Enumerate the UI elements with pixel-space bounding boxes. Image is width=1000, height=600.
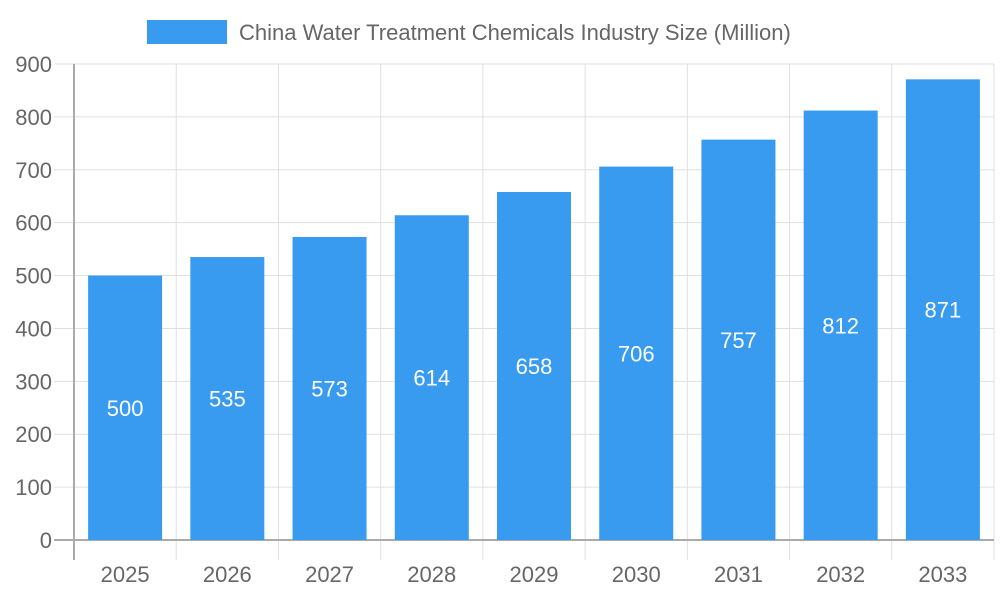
y-tick-label: 600 [15,211,52,236]
data-label: 658 [516,354,553,379]
x-tick-label: 2029 [510,562,559,587]
y-tick-label: 200 [15,422,52,447]
y-tick-label: 900 [15,52,52,77]
data-label: 573 [311,376,348,401]
bar [497,191,571,541]
bar [701,139,776,540]
bars: 500 535 573 614 658 706 757 812 871 [88,79,980,541]
y-tick-label: 100 [15,475,52,500]
x-tick-label: 2027 [305,562,354,587]
bar [190,257,265,540]
y-tick-label: 800 [15,105,52,130]
data-label: 500 [107,396,144,421]
data-label: 535 [209,387,246,412]
legend-swatch [147,20,227,44]
x-tick-label: 2031 [714,562,763,587]
bar [394,215,469,541]
data-label: 871 [925,298,962,323]
x-tick-label: 2025 [101,562,150,587]
legend-label: China Water Treatment Chemicals Industry… [239,20,791,45]
data-label: 757 [720,328,757,353]
x-tick-label: 2030 [612,562,661,587]
y-tick-label: 700 [15,158,52,183]
y-tick-label: 400 [15,316,52,341]
bar [88,275,163,540]
bar [905,79,980,541]
bar [292,236,367,541]
bar [803,110,878,540]
y-axis-ticks: 0 100 200 300 400 500 600 700 800 900 [15,52,52,553]
x-axis-ticks: 2025 2026 2027 2028 2029 2030 2031 2032 2033 [101,562,968,587]
bar [599,166,674,541]
x-tick-label: 2028 [407,562,456,587]
x-tick-label: 2033 [918,562,967,587]
legend[interactable]: China Water Treatment Chemicals Industry… [147,20,791,45]
data-label: 614 [413,366,450,391]
data-label: 706 [618,341,655,366]
y-tick-label: 300 [15,369,52,394]
y-tick-label: 500 [15,264,52,289]
x-tick-label: 2032 [816,562,865,587]
data-label: 812 [822,313,859,338]
y-tick-label: 0 [40,528,52,553]
x-tick-label: 2026 [203,562,252,587]
